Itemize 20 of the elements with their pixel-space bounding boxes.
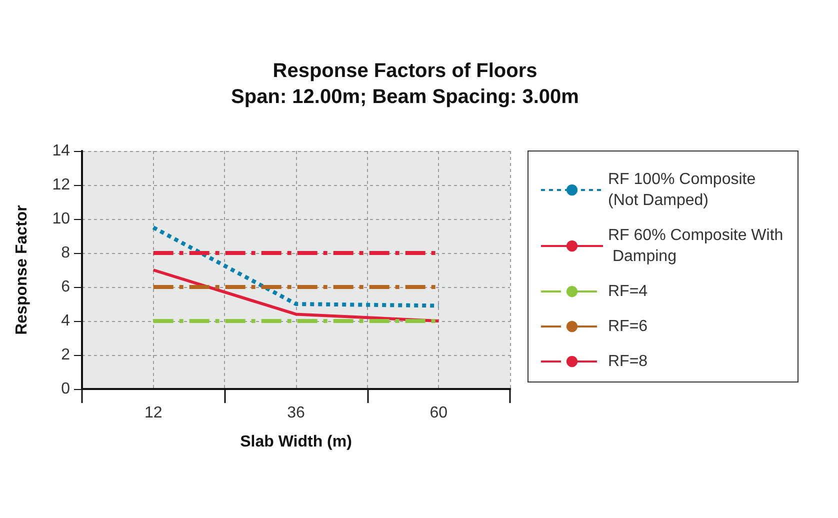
y-tick-label: 0 [61, 380, 70, 398]
legend-label: RF=4 [608, 283, 648, 300]
x-tick-label: 60 [430, 404, 448, 422]
y-axis-title: Response Factor [14, 205, 30, 335]
y-tick-label: 6 [61, 278, 70, 296]
y-tick-label: 10 [52, 210, 70, 228]
x-axis-title: Slab Width (m) [240, 434, 352, 450]
y-tick-label: 8 [61, 244, 70, 262]
y-tick-label: 14 [52, 142, 70, 160]
y-tick-label: 4 [61, 312, 70, 330]
legend-label: RF 100% Composite (Not Damped) [608, 171, 760, 209]
y-tick-label: 12 [52, 176, 70, 194]
y-tick-label: 2 [61, 346, 70, 364]
legend-label: RF=8 [608, 353, 648, 370]
legend-label: RF=6 [608, 318, 648, 335]
legend-label: RF 60% Composite With Damping [608, 227, 784, 265]
x-tick-label: 36 [287, 404, 305, 422]
x-tick-label: 12 [144, 404, 162, 422]
chart-subtitle: Span: 12.00m; Beam Spacing: 3.00m [231, 86, 579, 108]
chart-title: Response Factors of Floors [272, 60, 538, 82]
